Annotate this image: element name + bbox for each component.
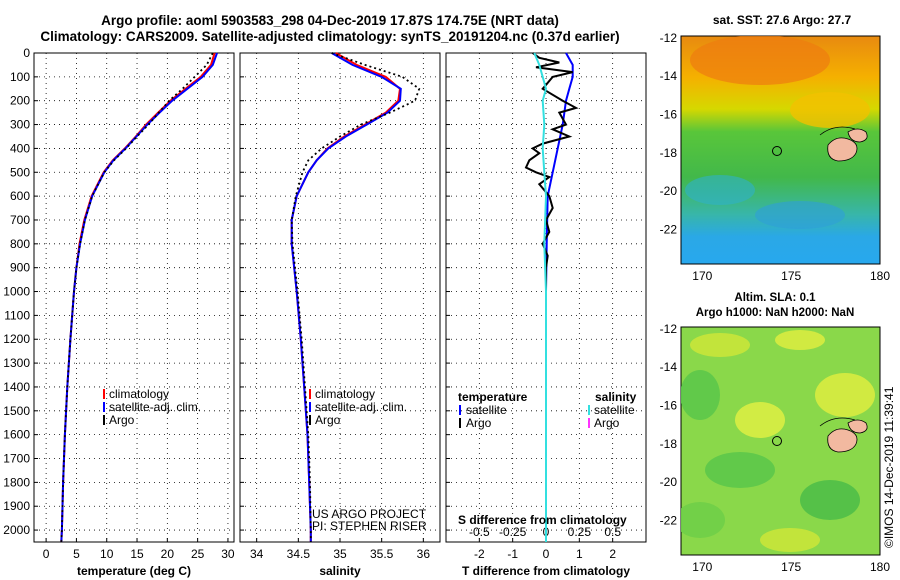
legend-label-sal: satellite bbox=[594, 403, 635, 417]
chart-title-line1: Argo profile: aoml 5903583_298 04-Dec-20… bbox=[101, 13, 559, 28]
x-axis-label-temperature: temperature (deg C) bbox=[77, 564, 191, 578]
y-tick-label: 500 bbox=[10, 165, 30, 179]
y-tick-label: 1100 bbox=[4, 308, 30, 322]
y-tick-label: 800 bbox=[10, 237, 30, 251]
map-y-tick-label: -22 bbox=[660, 223, 678, 237]
x-tick-label: 15 bbox=[130, 547, 144, 561]
y-tick-label: 1900 bbox=[3, 499, 30, 513]
s-diff-tick-label: 0.5 bbox=[604, 525, 621, 539]
y-tick-label: 1200 bbox=[3, 332, 30, 346]
legend-label: Argo bbox=[109, 413, 135, 427]
map-y-tick-label: -22 bbox=[660, 514, 678, 528]
argo-location-marker bbox=[772, 146, 782, 156]
map-y-tick-label: -20 bbox=[660, 184, 678, 198]
x-tick-label: 20 bbox=[161, 547, 175, 561]
map-y-tick-label: -12 bbox=[660, 31, 678, 45]
x-axis-label-salinity: salinity bbox=[319, 564, 361, 578]
y-tick-label: 300 bbox=[10, 118, 30, 132]
legend-label: satellite-adj. clim. bbox=[109, 400, 201, 414]
s-diff-title: S difference from climatology bbox=[458, 513, 627, 527]
map-y-tick-label: -16 bbox=[660, 108, 678, 122]
map-y-tick-label: -16 bbox=[660, 399, 678, 413]
series-line-satellite-adj--clim- bbox=[60, 52, 218, 543]
series-line-argo bbox=[60, 52, 214, 543]
x-tick-label: 36 bbox=[417, 547, 431, 561]
x-tick-label: 34.5 bbox=[287, 547, 311, 561]
map-x-tick-label: 170 bbox=[692, 560, 712, 574]
x-tick-label: 25 bbox=[191, 547, 205, 561]
y-tick-label: 2000 bbox=[3, 523, 30, 537]
y-tick-label: 1800 bbox=[3, 475, 30, 489]
s-diff-tick-label: -0.25 bbox=[499, 525, 527, 539]
legend-label-sal: Argo bbox=[594, 416, 620, 430]
y-tick-label: 1700 bbox=[3, 452, 30, 466]
sla-map-title-1: Altim. SLA: 0.1 bbox=[734, 292, 816, 304]
y-tick-label: 700 bbox=[10, 213, 30, 227]
legend-label-temp: Argo bbox=[466, 416, 492, 430]
y-tick-label: 200 bbox=[10, 94, 30, 108]
map-y-tick-label: -12 bbox=[660, 322, 678, 336]
credit-pi: PI: STEPHEN RISER bbox=[312, 519, 427, 533]
map-x-tick-label: 180 bbox=[870, 560, 890, 574]
sst-map-title: sat. SST: 27.6 Argo: 27.7 bbox=[713, 13, 852, 27]
legend-label-temp: satellite bbox=[466, 403, 507, 417]
map-y-tick-label: -14 bbox=[660, 69, 678, 83]
x-tick-label: -1 bbox=[507, 547, 518, 561]
legend-temperature-title: temperature bbox=[458, 390, 528, 404]
sst-map bbox=[680, 35, 881, 265]
series-line-satellite-adj--clim- bbox=[290, 52, 402, 542]
y-tick-label: 0 bbox=[23, 46, 30, 60]
x-tick-label: 0 bbox=[43, 547, 50, 561]
sla-map-title-2: Argo h1000: NaN h2000: NaN bbox=[696, 307, 855, 319]
map-x-tick-label: 175 bbox=[781, 269, 801, 283]
map-y-tick-label: -18 bbox=[660, 146, 678, 160]
x-tick-label: 34 bbox=[250, 547, 264, 561]
legend-label: climatology bbox=[109, 387, 169, 401]
y-tick-label: 1000 bbox=[3, 285, 30, 299]
map-y-tick-label: -14 bbox=[660, 360, 678, 374]
chart-title-line2: Climatology: CARS2009. Satellite-adjuste… bbox=[40, 29, 620, 44]
credit-imos: ©IMOS 14-Dec-2019 11:39:41 bbox=[882, 386, 896, 548]
x-tick-label: -2 bbox=[474, 547, 485, 561]
series-line-t-argo bbox=[524, 52, 579, 542]
x-tick-label: 0 bbox=[543, 547, 550, 561]
y-tick-label: 1300 bbox=[3, 356, 30, 370]
legend-salinity-title: salinity bbox=[595, 390, 637, 404]
map-x-tick-label: 180 bbox=[870, 269, 890, 283]
series-line-s-satellite bbox=[533, 52, 548, 542]
y-tick-label: 1500 bbox=[3, 404, 30, 418]
series-line-argo bbox=[290, 52, 421, 542]
y-tick-label: 900 bbox=[10, 261, 30, 275]
legend-label: Argo bbox=[315, 413, 341, 427]
argo-location-marker-sla bbox=[772, 436, 782, 446]
y-tick-label: 100 bbox=[10, 70, 30, 84]
legend-label: satellite-adj. clim. bbox=[315, 400, 407, 414]
s-diff-tick-label: -0.5 bbox=[469, 525, 490, 539]
credit-project: US ARGO PROJECT bbox=[312, 507, 427, 521]
s-diff-tick-label: 0.25 bbox=[568, 525, 592, 539]
x-tick-label: 1 bbox=[576, 547, 583, 561]
sla-map bbox=[680, 326, 881, 556]
map-y-tick-label: -20 bbox=[660, 475, 678, 489]
series-line-climatology bbox=[60, 52, 216, 543]
y-tick-label: 1600 bbox=[3, 428, 30, 442]
y-tick-label: 1400 bbox=[3, 380, 30, 394]
map-x-tick-label: 175 bbox=[781, 560, 801, 574]
x-tick-label: 35.5 bbox=[370, 547, 394, 561]
x-tick-label: 2 bbox=[609, 547, 616, 561]
map-x-tick-label: 170 bbox=[692, 269, 712, 283]
legend-label: climatology bbox=[315, 387, 375, 401]
x-tick-label: 35 bbox=[333, 547, 347, 561]
map-y-tick-label: -18 bbox=[660, 437, 678, 451]
x-tick-label: 5 bbox=[73, 547, 80, 561]
x-tick-label: 30 bbox=[221, 547, 235, 561]
x-tick-label: 10 bbox=[100, 547, 114, 561]
y-tick-label: 600 bbox=[10, 189, 30, 203]
x-axis-label-difference: T difference from climatology bbox=[462, 564, 630, 578]
y-tick-label: 400 bbox=[10, 141, 30, 155]
